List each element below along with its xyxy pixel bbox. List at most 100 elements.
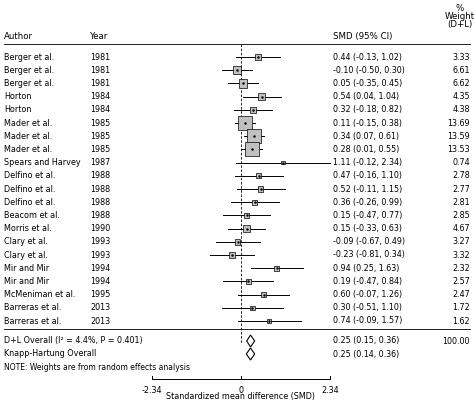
Text: 3.32: 3.32 — [452, 251, 470, 259]
Text: %: % — [456, 3, 464, 13]
Text: 0.34 (0.07, 0.61): 0.34 (0.07, 0.61) — [333, 132, 399, 141]
Text: 0.36 (-0.26, 0.99): 0.36 (-0.26, 0.99) — [333, 198, 402, 207]
Text: Mir and Mir: Mir and Mir — [4, 277, 49, 286]
Text: 1981: 1981 — [90, 66, 110, 75]
Text: Clary et al.: Clary et al. — [4, 251, 48, 259]
Text: -0.10 (-0.50, 0.30): -0.10 (-0.50, 0.30) — [333, 66, 405, 75]
Text: 0.94 (0.25, 1.63): 0.94 (0.25, 1.63) — [333, 264, 400, 273]
Polygon shape — [246, 348, 255, 360]
Text: McMeniman et al.: McMeniman et al. — [4, 290, 75, 299]
Text: D+L Overall (I² = 4.4%, P = 0.401): D+L Overall (I² = 4.4%, P = 0.401) — [4, 337, 143, 346]
Bar — [243, 225, 250, 232]
Bar — [246, 279, 251, 284]
Text: 1.72: 1.72 — [452, 303, 470, 312]
Text: Mader et al.: Mader et al. — [4, 145, 52, 154]
Text: 1985: 1985 — [90, 145, 110, 154]
Text: Horton: Horton — [4, 106, 31, 114]
Bar — [282, 161, 285, 164]
Bar — [244, 213, 249, 218]
Text: 3.27: 3.27 — [452, 237, 470, 246]
Text: Berger et al.: Berger et al. — [4, 66, 54, 75]
Text: 2.81: 2.81 — [452, 198, 470, 207]
Text: 0.47 (-0.16, 1.10): 0.47 (-0.16, 1.10) — [333, 171, 402, 180]
Text: 0.60 (-0.07, 1.26): 0.60 (-0.07, 1.26) — [333, 290, 402, 299]
Bar — [239, 79, 247, 88]
Bar — [245, 143, 259, 156]
Text: Barreras et al.: Barreras et al. — [4, 303, 61, 312]
Text: Standardized mean difference (SMD): Standardized mean difference (SMD) — [166, 392, 316, 402]
Text: (D+L): (D+L) — [447, 20, 473, 28]
Text: 0.15 (-0.33, 0.63): 0.15 (-0.33, 0.63) — [333, 224, 402, 233]
Text: 1993: 1993 — [90, 237, 110, 246]
Text: 1985: 1985 — [90, 132, 110, 141]
Text: 1988: 1988 — [90, 211, 110, 220]
Text: 1985: 1985 — [90, 118, 110, 128]
Text: 13.69: 13.69 — [447, 118, 470, 128]
Text: 2.34: 2.34 — [321, 386, 339, 395]
Text: 0: 0 — [238, 386, 244, 395]
Text: Delfino et al.: Delfino et al. — [4, 198, 55, 207]
Text: 2013: 2013 — [90, 317, 110, 326]
Text: 1988: 1988 — [90, 184, 110, 193]
Text: 1981: 1981 — [90, 79, 110, 88]
Bar — [250, 306, 255, 310]
Text: 0.25 (0.15, 0.36): 0.25 (0.15, 0.36) — [333, 337, 400, 346]
Text: Author: Author — [4, 32, 33, 40]
Text: -2.34: -2.34 — [142, 386, 162, 395]
Text: 1981: 1981 — [90, 53, 110, 61]
Text: 0.32 (-0.18, 0.82): 0.32 (-0.18, 0.82) — [333, 106, 402, 114]
Text: 13.53: 13.53 — [447, 145, 470, 154]
Text: 0.19 (-0.47, 0.84): 0.19 (-0.47, 0.84) — [333, 277, 402, 286]
Text: NOTE: Weights are from random effects analysis: NOTE: Weights are from random effects an… — [4, 364, 190, 372]
Text: Berger et al.: Berger et al. — [4, 53, 54, 61]
Text: 2.77: 2.77 — [452, 184, 470, 193]
Text: 1994: 1994 — [90, 277, 110, 286]
Text: 4.67: 4.67 — [452, 224, 470, 233]
Text: 0.74 (-0.09, 1.57): 0.74 (-0.09, 1.57) — [333, 317, 402, 326]
Text: 0.30 (-0.51, 1.10): 0.30 (-0.51, 1.10) — [333, 303, 402, 312]
Bar — [267, 319, 271, 323]
Text: 2013: 2013 — [90, 303, 110, 312]
Bar — [256, 173, 262, 178]
Text: 1984: 1984 — [90, 106, 110, 114]
Text: Clary et al.: Clary et al. — [4, 237, 48, 246]
Text: 1990: 1990 — [90, 224, 110, 233]
Text: 0.25 (0.14, 0.36): 0.25 (0.14, 0.36) — [333, 349, 399, 359]
Text: 0.74: 0.74 — [452, 158, 470, 167]
Text: 0.05 (-0.35, 0.45): 0.05 (-0.35, 0.45) — [333, 79, 402, 88]
Text: -0.09 (-0.67, 0.49): -0.09 (-0.67, 0.49) — [333, 237, 405, 246]
Text: 4.35: 4.35 — [452, 92, 470, 101]
Text: 1988: 1988 — [90, 198, 110, 207]
Text: 0.15 (-0.47, 0.77): 0.15 (-0.47, 0.77) — [333, 211, 402, 220]
Text: 1994: 1994 — [90, 264, 110, 273]
Bar — [252, 200, 257, 205]
Text: Delfino et al.: Delfino et al. — [4, 171, 55, 180]
Text: 0.44 (-0.13, 1.02): 0.44 (-0.13, 1.02) — [333, 53, 402, 61]
Text: 0.54 (0.04, 1.04): 0.54 (0.04, 1.04) — [333, 92, 399, 101]
Bar — [235, 239, 240, 245]
Text: 2.32: 2.32 — [452, 264, 470, 273]
Text: 0.28 (0.01, 0.55): 0.28 (0.01, 0.55) — [333, 145, 400, 154]
Text: 0.52 (-0.11, 1.15): 0.52 (-0.11, 1.15) — [333, 184, 402, 193]
Text: Weight: Weight — [445, 12, 474, 20]
Text: Delfino et al.: Delfino et al. — [4, 184, 55, 193]
Text: Morris et al.: Morris et al. — [4, 224, 52, 233]
Bar — [247, 129, 261, 143]
Bar — [258, 93, 265, 100]
Text: 6.61: 6.61 — [453, 66, 470, 75]
Text: SMD (95% CI): SMD (95% CI) — [333, 32, 392, 40]
Text: 1993: 1993 — [90, 251, 110, 259]
Bar — [274, 266, 279, 271]
Text: Mader et al.: Mader et al. — [4, 118, 52, 128]
Text: 2.57: 2.57 — [452, 277, 470, 286]
Text: Mir and Mir: Mir and Mir — [4, 264, 49, 273]
Text: 1988: 1988 — [90, 171, 110, 180]
Text: Berger et al.: Berger et al. — [4, 79, 54, 88]
Text: 1.11 (-0.12, 2.34): 1.11 (-0.12, 2.34) — [333, 158, 402, 167]
Text: 2.85: 2.85 — [452, 211, 470, 220]
Bar — [255, 54, 261, 60]
Text: 3.33: 3.33 — [453, 53, 470, 61]
Bar — [258, 186, 264, 192]
Text: Mader et al.: Mader et al. — [4, 132, 52, 141]
Text: 2.78: 2.78 — [452, 171, 470, 180]
